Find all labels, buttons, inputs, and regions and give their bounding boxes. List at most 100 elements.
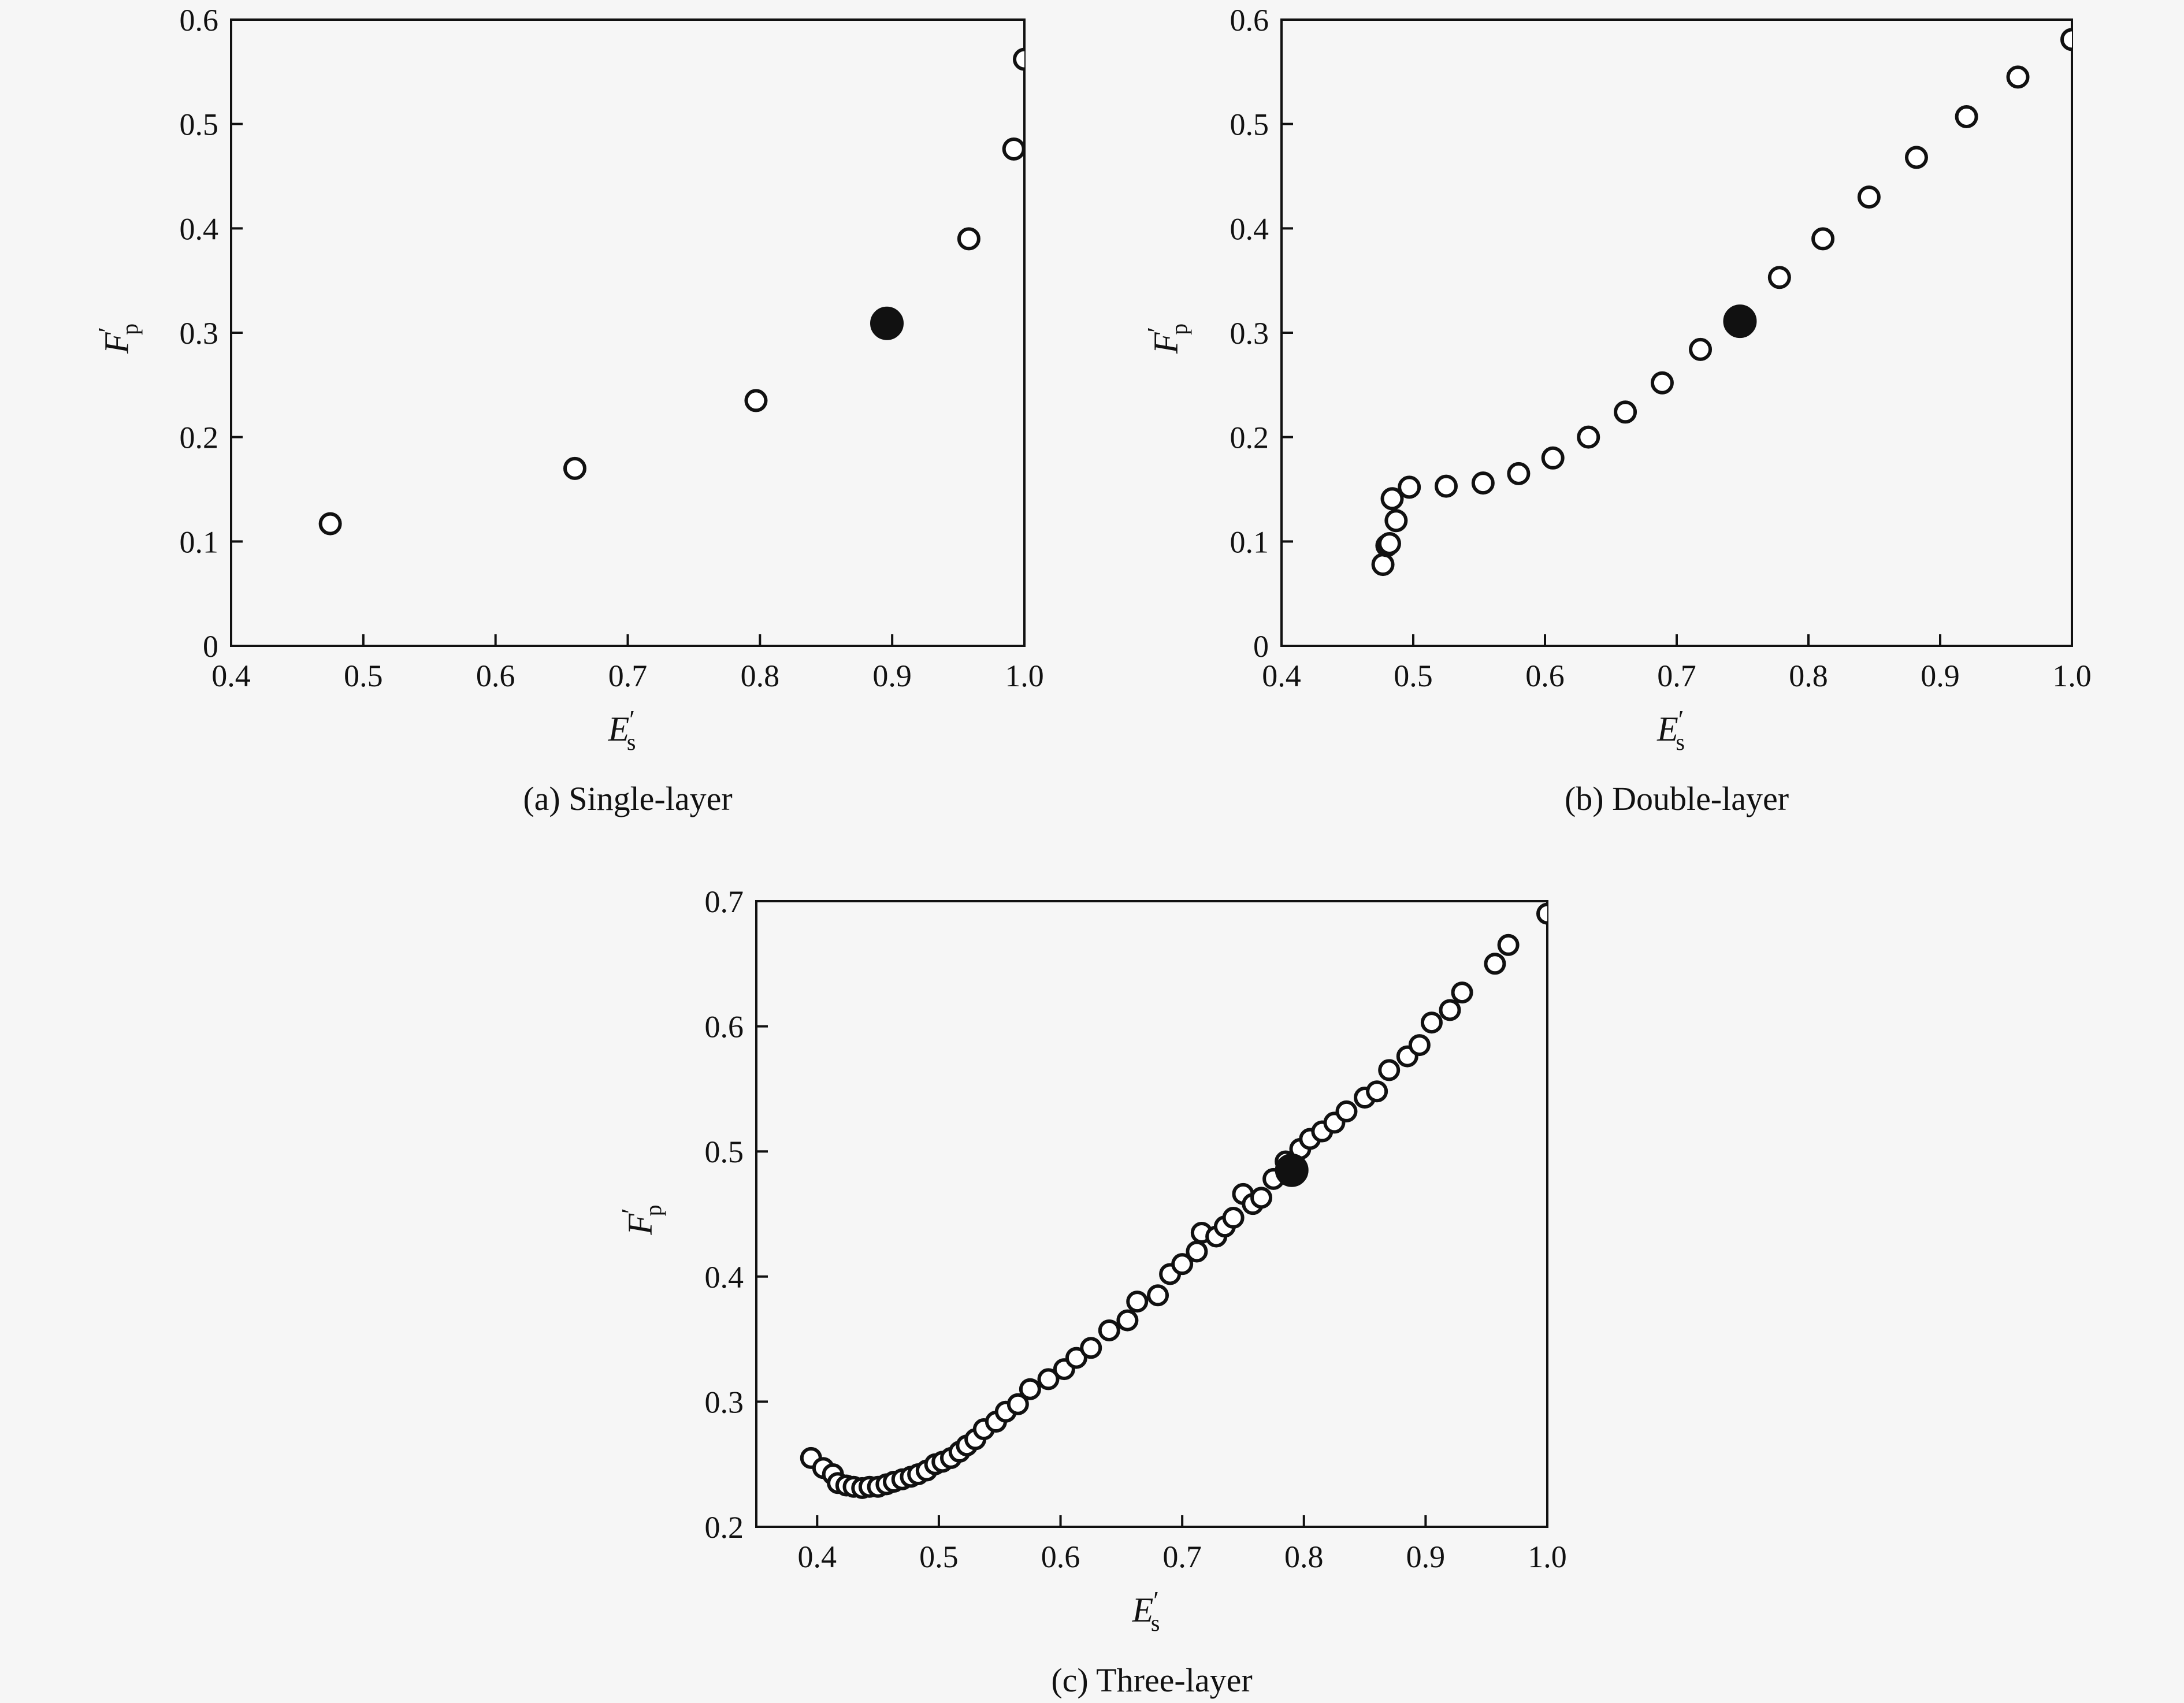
panel-caption: (a) Single-layer (523, 780, 732, 817)
x-axis-label-symbol: E (608, 710, 630, 748)
data-point (1767, 266, 1791, 289)
data-point (1065, 1347, 1087, 1369)
x-axis-label-subscript: s (627, 729, 636, 755)
data-point (1484, 953, 1506, 975)
y-tick-label: 0 (203, 629, 218, 664)
data-point (2060, 28, 2072, 51)
y-tick-label: 0.7 (705, 884, 744, 919)
y-tick-label: 0.1 (1230, 525, 1269, 559)
y-tick-label: 0.2 (1230, 421, 1269, 455)
data-points (1371, 28, 2072, 577)
data-point (1408, 1034, 1431, 1057)
y-axis-label: F′p (616, 1204, 666, 1235)
x-tick-label: 0.7 (608, 659, 648, 693)
data-point (1497, 934, 1520, 956)
x-axis-label-prime: ′ (1153, 1586, 1159, 1615)
data-point (1689, 337, 1713, 361)
y-tick-label: 0.6 (705, 1010, 744, 1044)
data-point (1614, 400, 1637, 424)
x-tick-label: 0.8 (1789, 659, 1828, 693)
y-axis-label-prime: ′ (93, 327, 121, 333)
data-point (1116, 1309, 1139, 1332)
y-tick-label: 0.4 (1230, 211, 1269, 246)
x-tick-label: 1.0 (1528, 1540, 1567, 1574)
y-axis-label-symbol: F (1147, 332, 1185, 354)
x-axis-label-subscript: s (1151, 1610, 1160, 1636)
y-axis-label-prime: ′ (1142, 327, 1171, 333)
y-tick-label: 0.3 (705, 1385, 744, 1419)
data-point (1098, 1319, 1120, 1341)
y-tick-label: 0.5 (180, 107, 219, 142)
x-axis-label-symbol: E (1656, 710, 1678, 748)
data-point (1955, 105, 1978, 129)
x-axis-label-prime: ′ (1678, 705, 1684, 734)
data-point (1451, 981, 1473, 1004)
data-point (1380, 487, 1404, 511)
data-point (1378, 1059, 1401, 1081)
data-point (1006, 1393, 1029, 1415)
x-axis-label: E′ s (1656, 705, 1685, 755)
plot-frame (230, 18, 1026, 647)
x-tick-label: 0.7 (1657, 659, 1696, 693)
data-point (1904, 146, 1928, 169)
y-axis-label: F′p (93, 324, 143, 354)
data-point (957, 227, 980, 251)
x-tick-label: 0.5 (919, 1540, 959, 1574)
y-tick-label: 0.4 (180, 211, 219, 246)
x-tick-label: 0.8 (741, 659, 780, 693)
y-tick-label: 0.1 (180, 525, 219, 559)
panel-a: 0.4 0.5 0.6 0.7 0.8 0.9 1.0 0 0.1 0.2 0.3 0.4 0.5 0.6… (93, 3, 1044, 817)
x-tick-label: 0.5 (344, 659, 383, 693)
data-point (1335, 1100, 1358, 1122)
data-point (1650, 371, 1674, 395)
data-point (1439, 999, 1461, 1021)
data-point (1250, 1187, 1273, 1209)
panel-c: 0.4 0.5 0.6 0.7 0.8 0.9 1.0 0.2 0.3 0.4 0.5 0.6 0.7 F… (616, 884, 1567, 1699)
data-point (1147, 1284, 1169, 1307)
y-axis-label-prime: ′ (616, 1208, 645, 1214)
data-point (1002, 137, 1024, 161)
x-axis-label-symbol: E (1132, 1591, 1154, 1629)
x-tick-label: 0.6 (1525, 659, 1565, 693)
y-tick-label: 0.3 (1230, 316, 1269, 351)
data-point (1536, 902, 1547, 925)
data-points (800, 902, 1547, 1499)
y-tick-label: 0.3 (180, 316, 219, 351)
panel-b: 0.4 0.5 0.6 0.7 0.8 0.9 1.0 0 0.1 0.2 0.3 0.4 0.5 0.6… (1142, 3, 2092, 817)
data-point (1013, 47, 1024, 71)
x-axis-label: E′ s (1132, 1586, 1160, 1636)
panel-caption: (b) Double-layer (1565, 780, 1789, 817)
x-tick-label: 0.9 (1921, 659, 1960, 693)
data-point (1366, 1080, 1388, 1103)
x-tick-label: 0.6 (1041, 1540, 1080, 1574)
y-tick-label: 0.6 (180, 3, 219, 38)
data-point (1384, 509, 1408, 533)
highlight-point (1275, 1153, 1309, 1187)
data-point (1186, 1240, 1208, 1263)
x-tick-label: 0.7 (1162, 1540, 1202, 1574)
plot-frame (1280, 18, 2073, 647)
y-axis-label: F′p (1142, 324, 1192, 354)
data-point (1857, 185, 1881, 209)
data-point (1019, 1378, 1041, 1400)
data-point (563, 456, 586, 480)
x-tick-label: 0.9 (1406, 1540, 1446, 1574)
data-point (1126, 1291, 1149, 1313)
data-point (1420, 1012, 1443, 1034)
x-tick-label: 0.8 (1284, 1540, 1324, 1574)
x-tick-label: 0.9 (872, 659, 912, 693)
data-point (2006, 65, 2030, 89)
y-axis-label-subscript: p (1166, 324, 1192, 335)
data-point (744, 389, 768, 412)
data-point (1377, 531, 1401, 555)
data-point (1435, 474, 1458, 498)
data-point (1371, 553, 1395, 577)
y-tick-label: 0.2 (180, 421, 219, 455)
y-tick-label: 0.5 (705, 1135, 744, 1169)
y-tick-label: 0 (1253, 629, 1269, 664)
data-point (318, 512, 342, 536)
x-axis-label-subscript: s (1676, 729, 1685, 755)
y-tick-label: 0.2 (705, 1510, 744, 1545)
data-point (1471, 471, 1495, 495)
